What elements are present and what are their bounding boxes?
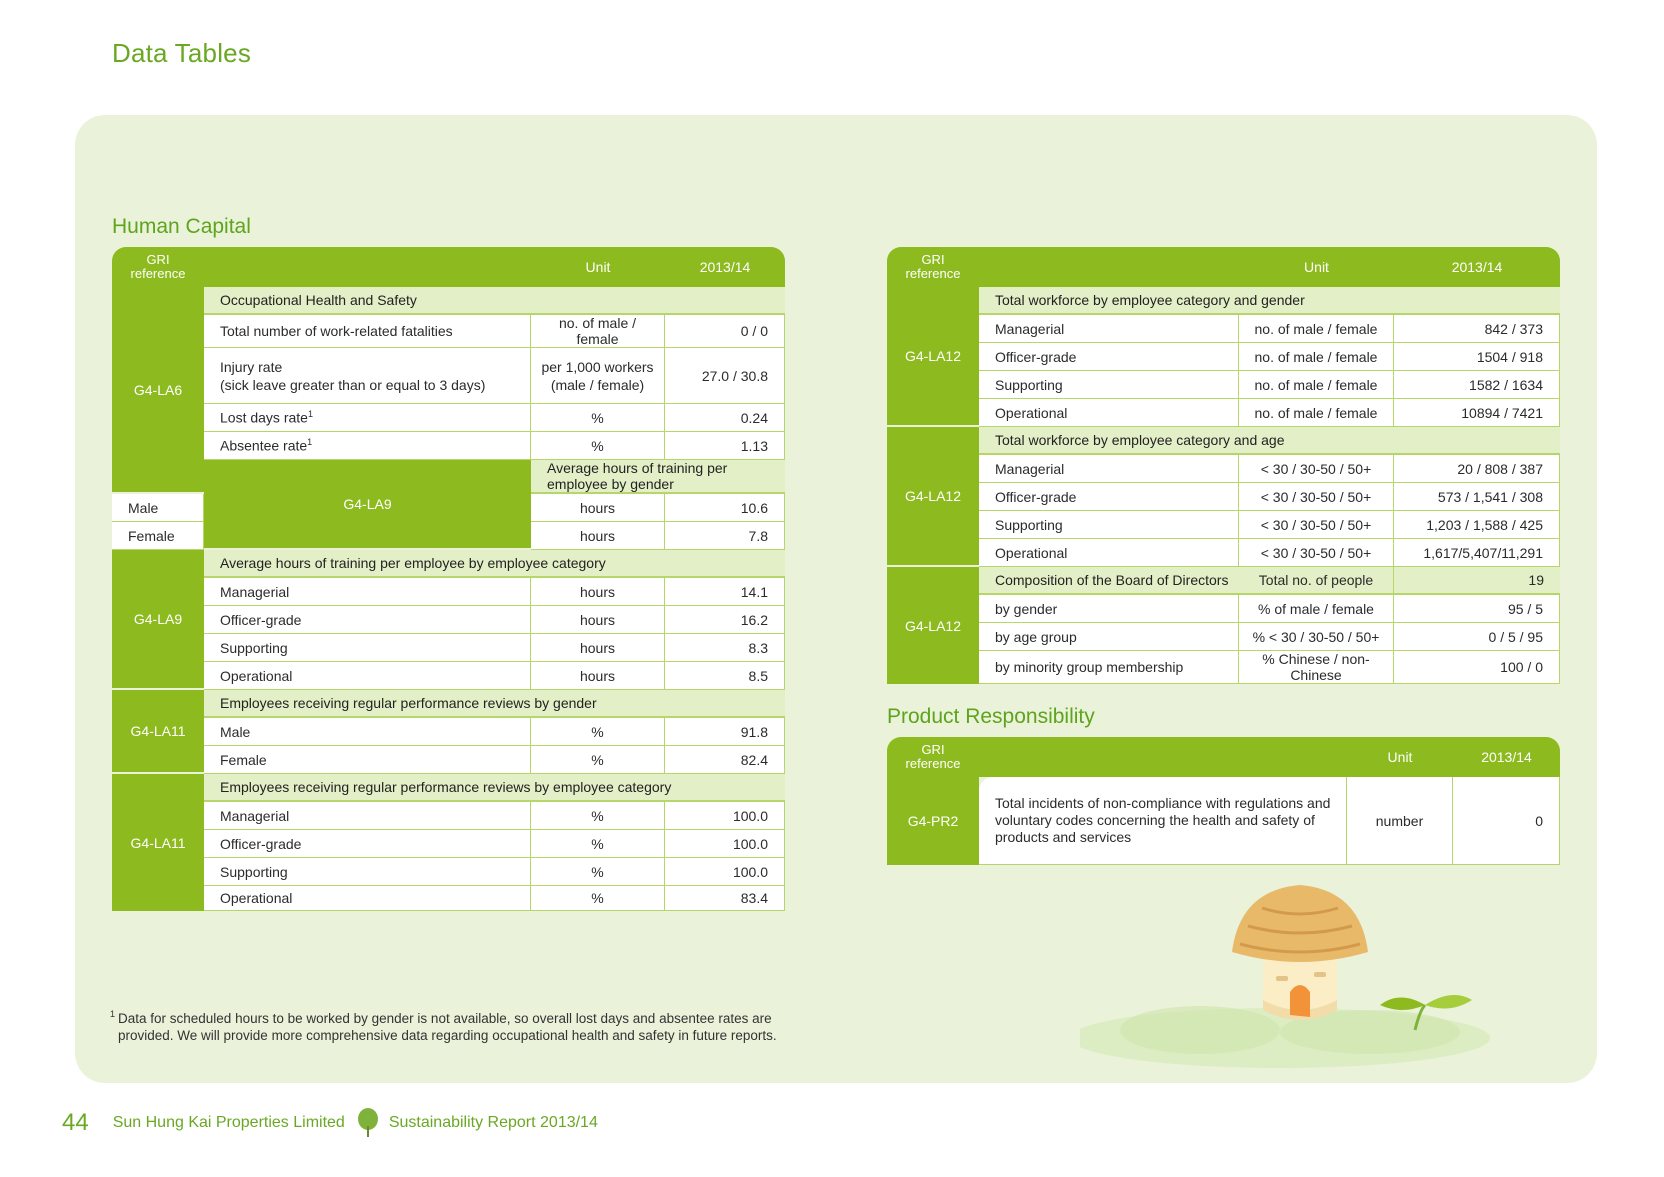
gri-ref: G4-LA12 (887, 287, 979, 427)
unit-header: Unit (1347, 737, 1453, 777)
gri-ref: G4-LA11 (112, 774, 204, 911)
workforce-table: GRI reference Unit 2013/14 G4-LA12 Total … (887, 247, 1560, 684)
table-row: Total number of work-related fatalities … (112, 315, 785, 348)
subheader: Employees receiving regular performance … (204, 774, 785, 802)
table-row: Operational no. of male / female 10894 /… (887, 399, 1560, 427)
table-row: Male hours 10.6 (112, 494, 785, 522)
house-illustration (1080, 885, 1490, 1068)
subheader: Total workforce by employee category and… (979, 427, 1560, 455)
table-row: Managerial no. of male / female 842 / 37… (887, 315, 1560, 343)
blank-header (979, 737, 1347, 777)
table-row: Operational hours 8.5 (112, 662, 785, 690)
tree-icon (357, 1108, 378, 1137)
table-row: Female % 82.4 (112, 746, 785, 774)
company-name: Sun Hung Kai Properties Limited (112, 1114, 345, 1131)
unit-header: Unit (531, 247, 665, 287)
product-responsibility-table: GRI reference Unit 2013/14 G4-PR2 Total i… (887, 737, 1560, 865)
footnote: 1 Data for scheduled hours to be worked … (110, 1009, 777, 1043)
gri-ref: G4-LA11 (112, 690, 204, 774)
table-row: Officer-grade < 30 / 30-50 / 50+ 573 / 1… (887, 483, 1560, 511)
table-row: Supporting % 100.0 (112, 858, 785, 886)
table-row: Officer-grade no. of male / female 1504 … (887, 343, 1560, 371)
table-row: Supporting no. of male / female 1582 / 1… (887, 371, 1560, 399)
table-row: by gender % of male / female 95 / 5 (887, 595, 1560, 623)
table-row: Lost days rate1 % 0.24 (112, 404, 785, 432)
product-responsibility-title: Product Responsibility (887, 705, 1095, 728)
subheader: Employees receiving regular performance … (204, 690, 785, 718)
subheader: Average hours of training per employee b… (531, 460, 785, 494)
table-row: Supporting hours 8.3 (112, 634, 785, 662)
table-row: Operational < 30 / 30-50 / 50+ 1,617/5,4… (887, 539, 1560, 567)
table-row: Officer-grade hours 16.2 (112, 606, 785, 634)
gri-ref: G4-LA12 (887, 567, 979, 684)
gri-ref: G4-LA12 (887, 427, 979, 567)
subheader: Composition of the Board of Directors (979, 567, 1239, 595)
subheader: Occupational Health and Safety (204, 287, 785, 315)
unit-header: Unit (1239, 247, 1394, 287)
table-row: G4-PR2 Total incidents of non-compliance… (887, 777, 1560, 865)
gri-ref: G4-LA9 (204, 460, 531, 550)
table-row: Supporting < 30 / 30-50 / 50+ 1,203 / 1,… (887, 511, 1560, 539)
subheader-unit: Total no. of people (1239, 567, 1394, 595)
table-row: Managerial % 100.0 (112, 802, 785, 830)
page-footer: 44 Sun Hung Kai Properties Limited Susta… (62, 1108, 598, 1138)
gri-ref: G4-LA6 (112, 287, 204, 494)
table-row: Female hours 7.8 (112, 522, 785, 550)
page-title: Data Tables (112, 38, 252, 68)
year-header: 2013/14 (1394, 247, 1560, 287)
gri-header: GRI reference (112, 247, 204, 287)
table-row: Injury rate (sick leave greater than or e… (112, 348, 785, 404)
year-header: 2013/14 (1453, 737, 1560, 777)
table-row: Managerial hours 14.1 (112, 578, 785, 606)
year-header: 2013/14 (665, 247, 785, 287)
table-row: Absentee rate1 % 1.13 (112, 432, 785, 460)
table-row: by age group % < 30 / 30-50 / 50+ 0 / 5 … (887, 623, 1560, 651)
subheader: Total workforce by employee category and… (979, 287, 1560, 315)
gri-ref: G4-LA9 (112, 550, 204, 690)
subheader: Average hours of training per employee b… (204, 550, 785, 578)
table-row: Officer-grade % 100.0 (112, 830, 785, 858)
human-capital-title: Human Capital (112, 215, 251, 238)
subheader-value: 19 (1394, 567, 1560, 595)
blank-header (204, 247, 531, 287)
table-row: Managerial < 30 / 30-50 / 50+ 20 / 808 /… (887, 455, 1560, 483)
human-capital-table: GRI reference Unit 2013/14 G4-LA6 Occupat… (112, 247, 785, 911)
table-row: by minority group membership % Chinese /… (887, 651, 1560, 684)
gri-header: GRI reference (887, 247, 979, 287)
table-row: Male % 91.8 (112, 718, 785, 746)
table-row: Operational % 83.4 (112, 886, 785, 911)
report-name: Sustainability Report 2013/14 (388, 1114, 598, 1131)
gri-header: GRI reference (887, 737, 979, 777)
blank-header (979, 247, 1239, 287)
page-number: 44 (62, 1109, 89, 1136)
gri-ref: G4-PR2 (887, 777, 979, 865)
